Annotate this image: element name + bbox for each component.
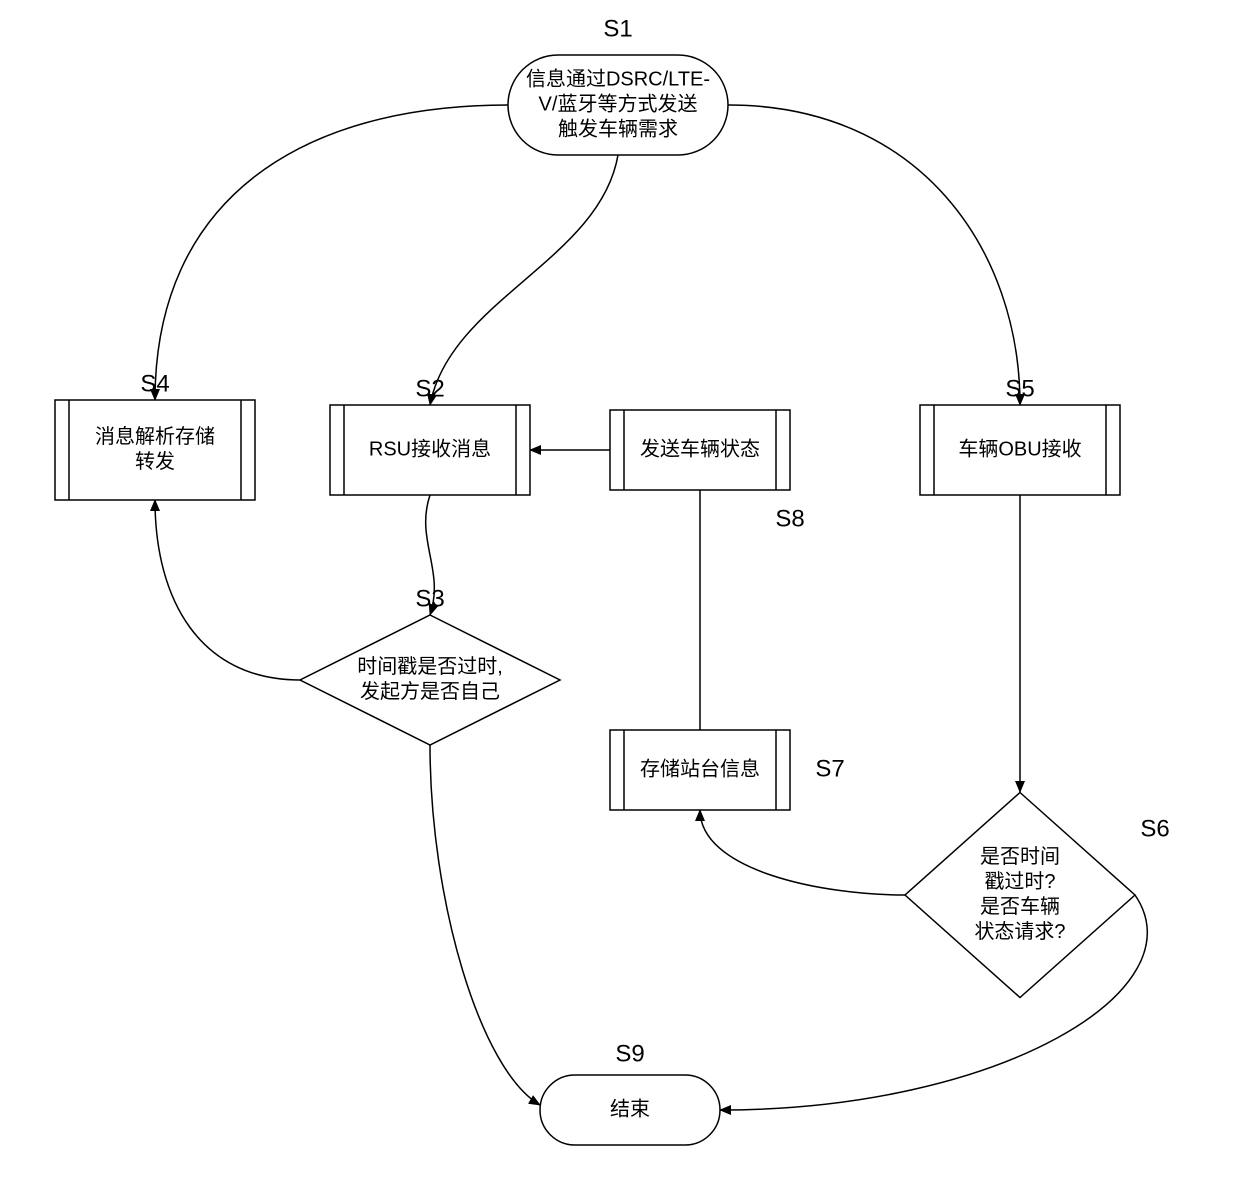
edge-S3-S4 [155, 500, 300, 680]
node-text: 是否车辆 [980, 895, 1060, 918]
node-text: 发送车辆状态 [640, 437, 760, 460]
node-S5: 车辆OBU接收 [920, 405, 1120, 495]
node-text: 发起方是否自己 [360, 680, 500, 703]
node-text: 触发车辆需求 [558, 117, 678, 140]
edge-S1-S5 [728, 105, 1020, 405]
node-text: 结束 [610, 1097, 650, 1120]
node-text: 车辆OBU接收 [958, 437, 1081, 460]
edge-S6-S7 [700, 810, 905, 895]
step-label-S9: S9 [615, 1040, 644, 1067]
node-text: 转发 [135, 450, 175, 473]
node-S8: 发送车辆状态 [610, 410, 790, 490]
step-label-S2: S2 [415, 375, 444, 402]
edge-S3-S9 [430, 745, 540, 1105]
node-S3: 时间戳是否过时,发起方是否自己 [300, 615, 560, 745]
node-S9: 结束 [540, 1075, 720, 1145]
step-label-S5: S5 [1005, 375, 1034, 402]
node-S2: RSU接收消息 [330, 405, 530, 495]
node-S4: 消息解析存储转发 [55, 400, 255, 500]
step-label-S3: S3 [415, 585, 444, 612]
node-text: RSU接收消息 [369, 437, 491, 460]
node-S7: 存储站台信息 [610, 730, 790, 810]
edge-S1-S2 [430, 155, 618, 405]
edge-S1-S4 [155, 105, 508, 400]
step-label-S8: S8 [775, 505, 804, 532]
node-text: 是否时间 [980, 845, 1060, 868]
flowchart-canvas: 信息通过DSRC/LTE-V/蓝牙等方式发送触发车辆需求 S1 RSU接收消息 S2 时… [0, 0, 1240, 1188]
step-label-S1: S1 [603, 15, 632, 42]
step-label-S6: S6 [1140, 815, 1169, 842]
node-text: 时间戳是否过时, [357, 655, 503, 678]
node-text: 戳过时? [984, 870, 1055, 893]
step-label-S4: S4 [140, 370, 169, 397]
node-text: 信息通过DSRC/LTE- [526, 67, 710, 90]
step-label-S7: S7 [815, 755, 844, 782]
node-text: 状态请求? [974, 920, 1065, 943]
node-S1: 信息通过DSRC/LTE-V/蓝牙等方式发送触发车辆需求 [508, 55, 728, 155]
node-text: 存储站台信息 [640, 757, 760, 780]
node-text: 消息解析存储 [95, 425, 215, 448]
node-S6: 是否时间戳过时?是否车辆状态请求? [905, 793, 1135, 998]
node-text: V/蓝牙等方式发送 [539, 92, 698, 115]
